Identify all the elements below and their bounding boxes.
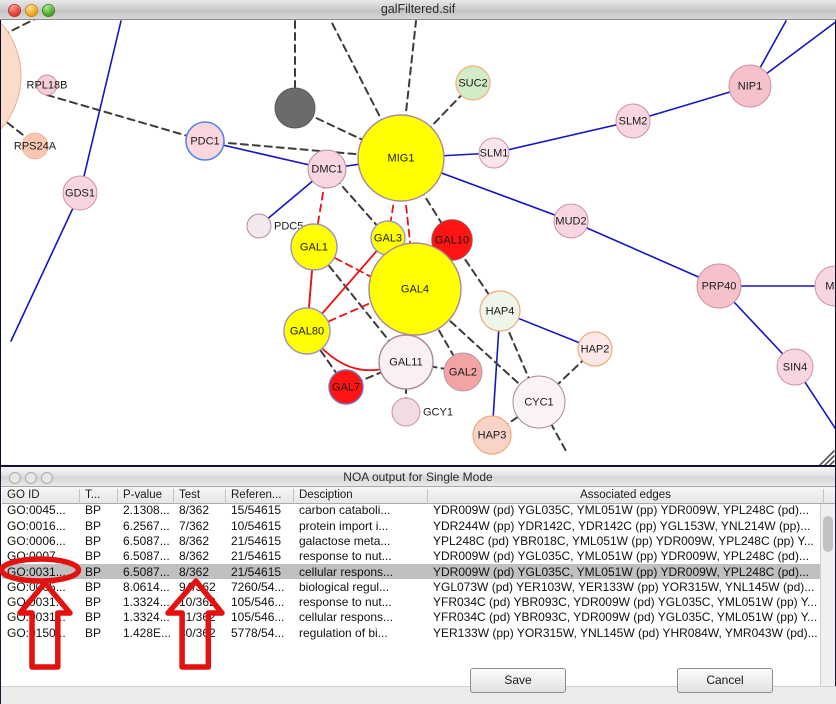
svg-text:SLM1: SLM1: [480, 148, 509, 160]
svg-text:HAP2: HAP2: [581, 344, 610, 356]
svg-text:DMC1: DMC1: [311, 164, 342, 176]
svg-text:GAL3: GAL3: [374, 233, 402, 245]
svg-text:GAL80: GAL80: [290, 326, 324, 338]
svg-text:HAP3: HAP3: [478, 430, 507, 442]
svg-text:GAL10: GAL10: [435, 235, 469, 247]
svg-text:GDS1: GDS1: [65, 188, 95, 200]
svg-text:GAL1: GAL1: [300, 242, 328, 254]
svg-text:SLM2: SLM2: [619, 116, 648, 128]
svg-text:GAL2: GAL2: [449, 367, 477, 379]
svg-text:RPS24A: RPS24A: [14, 141, 57, 153]
svg-text:SIN4: SIN4: [783, 362, 807, 374]
svg-text:GAL11: GAL11: [389, 357, 422, 369]
svg-text:MUD2: MUD2: [555, 216, 586, 228]
svg-text:NIP1: NIP1: [738, 81, 762, 93]
svg-text:PRP40: PRP40: [702, 281, 737, 293]
svg-text:PDC1: PDC1: [190, 136, 219, 148]
svg-text:MIG1: MIG1: [388, 153, 415, 165]
svg-text:GAL7: GAL7: [332, 382, 360, 394]
svg-text:CYC1: CYC1: [524, 397, 553, 409]
svg-text:GAL4: GAL4: [401, 284, 429, 296]
svg-text:SUC2: SUC2: [458, 78, 487, 90]
svg-text:MSI: MSI: [825, 281, 836, 293]
svg-text:GCY1: GCY1: [423, 407, 453, 419]
svg-text:HAP4: HAP4: [486, 306, 515, 318]
svg-text:RPL18B: RPL18B: [27, 80, 68, 92]
